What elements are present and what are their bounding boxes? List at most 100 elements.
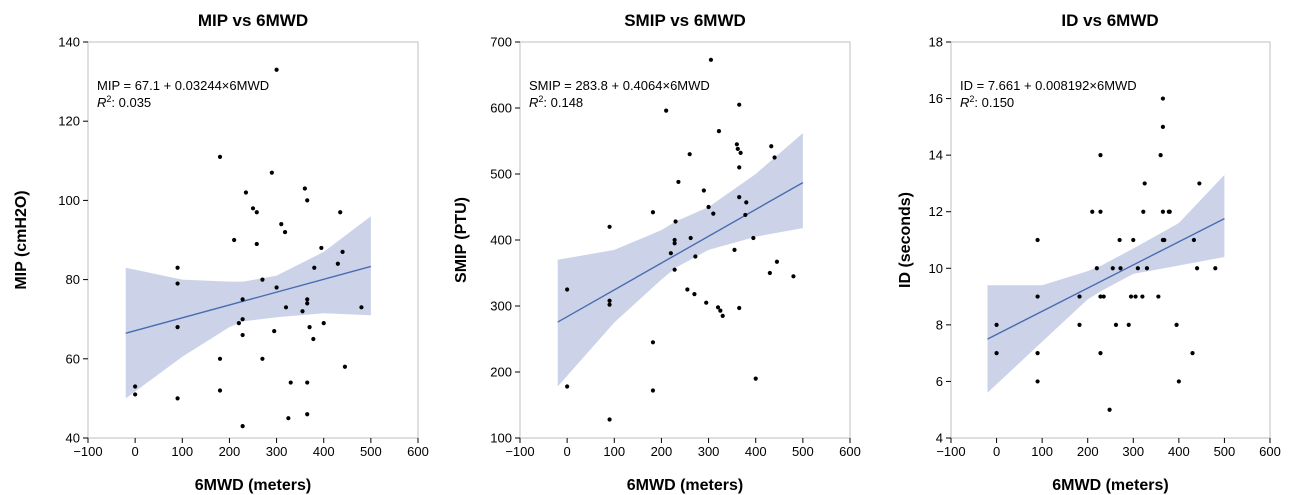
r-squared-exponent: 2 <box>106 94 111 104</box>
data-point <box>1162 237 1167 243</box>
data-point <box>1077 294 1082 299</box>
data-point <box>269 170 274 175</box>
data-point <box>1098 294 1103 299</box>
data-point <box>175 325 180 330</box>
data-point <box>720 313 725 318</box>
r-squared-value: : 0.150 <box>974 95 1014 110</box>
data-point <box>1098 153 1103 158</box>
data-point <box>1160 96 1166 101</box>
x-tick-label: 0 <box>993 444 1000 459</box>
data-point <box>772 155 777 160</box>
data-point <box>737 102 742 107</box>
data-point <box>133 384 138 389</box>
chart-title: MIP vs 6MWD <box>198 11 308 30</box>
y-axis-label: SMIP (PTU) <box>453 197 470 283</box>
y-axis-label: ID (seconds) <box>897 192 914 288</box>
data-point <box>236 321 241 326</box>
data-point <box>240 297 245 302</box>
data-point <box>1133 294 1138 299</box>
data-point <box>217 356 223 361</box>
regression-line <box>125 265 372 334</box>
x-tick-label: 100 <box>171 444 193 459</box>
data-point <box>305 301 310 306</box>
data-point <box>250 206 256 211</box>
data-point <box>734 142 739 147</box>
y-tick-label: 12 <box>929 204 943 219</box>
r-squared-symbol: R <box>529 95 538 110</box>
data-point <box>693 254 698 259</box>
data-point <box>701 188 706 193</box>
data-point <box>664 108 669 113</box>
x-tick-label: −100 <box>73 444 102 459</box>
data-point <box>1197 181 1202 186</box>
data-point <box>1110 266 1115 271</box>
y-tick-label: 8 <box>936 317 943 332</box>
data-point <box>1077 322 1082 327</box>
data-point <box>240 424 245 429</box>
data-point <box>1140 294 1145 299</box>
y-tick-label: 200 <box>490 365 512 380</box>
data-point <box>650 388 656 393</box>
r-squared-exponent: 2 <box>969 94 974 104</box>
data-point <box>1160 124 1166 129</box>
data-point <box>1190 351 1195 356</box>
x-tick-label: 400 <box>745 444 767 459</box>
x-tick-label: 600 <box>407 444 429 459</box>
x-tick-label: 0 <box>564 444 571 459</box>
data-point <box>340 249 345 254</box>
data-point <box>1142 181 1147 186</box>
data-point <box>774 259 780 264</box>
x-tick-label: 400 <box>313 444 335 459</box>
y-tick-label: 120 <box>58 114 80 129</box>
data-point <box>668 251 673 256</box>
x-tick-label: 500 <box>360 444 382 459</box>
y-tick-label: 100 <box>490 431 512 446</box>
y-tick-label: 18 <box>929 35 943 50</box>
y-tick-label: 400 <box>490 233 512 248</box>
data-point <box>240 332 245 338</box>
data-point <box>706 204 711 210</box>
data-point <box>302 186 307 191</box>
data-point <box>243 190 249 195</box>
data-point <box>260 356 265 361</box>
data-point <box>672 241 677 246</box>
y-tick-label: 40 <box>66 431 80 446</box>
data-point <box>737 305 742 311</box>
data-point <box>305 380 310 385</box>
data-point <box>305 412 310 417</box>
data-point <box>300 309 305 314</box>
data-point <box>732 247 737 252</box>
data-point <box>1156 294 1161 299</box>
x-tick-label: 600 <box>1259 444 1281 459</box>
data-point <box>676 179 681 185</box>
data-point <box>133 392 138 397</box>
confidence-band <box>125 216 371 399</box>
y-tick-label: 140 <box>58 35 80 50</box>
data-point <box>743 212 748 218</box>
data-point <box>305 297 310 302</box>
data-point <box>607 302 612 307</box>
x-tick-label: 600 <box>839 444 861 459</box>
y-axis-label: MIP (cmH2O) <box>13 190 30 289</box>
x-tick-label: 100 <box>603 444 625 459</box>
data-point <box>994 351 999 356</box>
x-tick-label: 400 <box>1168 444 1190 459</box>
data-point <box>1035 351 1040 356</box>
data-point <box>704 300 709 305</box>
data-point <box>672 267 677 272</box>
data-point <box>673 219 678 224</box>
data-point <box>232 237 237 243</box>
x-tick-label: 100 <box>1031 444 1053 459</box>
x-tick-label: −100 <box>505 444 534 459</box>
data-point <box>1126 322 1131 327</box>
data-point <box>767 270 772 276</box>
data-point <box>1098 351 1103 356</box>
y-tick-label: 600 <box>490 101 512 116</box>
data-point <box>685 287 690 292</box>
x-tick-label: 500 <box>792 444 814 459</box>
data-point <box>319 245 324 251</box>
data-point <box>607 224 612 229</box>
data-point <box>175 281 180 286</box>
data-point <box>1194 266 1200 271</box>
